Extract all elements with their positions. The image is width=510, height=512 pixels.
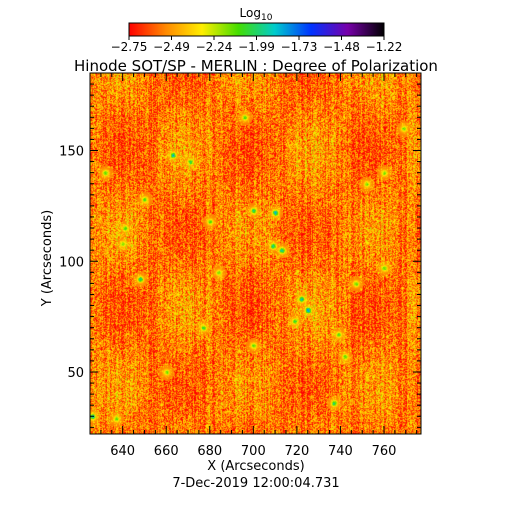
x-tick-label: 740 [328, 444, 353, 459]
colorbar-ticks: −2.75 −2.49 −2.24 −1.99 −1.73 −1.48 −1.22 [111, 36, 403, 54]
colorbar-tick-label: −2.49 [153, 40, 190, 54]
x-axis-label: X (Arcseconds) [207, 459, 304, 474]
colorbar-tick-label: −2.24 [196, 40, 233, 54]
timestamp: 7-Dec-2019 12:00:04.731 [172, 476, 339, 491]
colorbar-tick-label: −1.48 [323, 40, 360, 54]
x-tick-label: 760 [372, 444, 397, 459]
x-tick-label: 720 [284, 444, 309, 459]
x-tick-label: 700 [241, 444, 266, 459]
x-tick-label: 660 [154, 444, 179, 459]
x-tick-label: 680 [197, 444, 222, 459]
y-axis-label: Y (Arcseconds) [40, 210, 55, 307]
y-tick-label: 150 [59, 145, 84, 160]
colorbar-tick-label: −1.22 [366, 40, 403, 54]
y-axis: 50 100 150 [59, 72, 421, 428]
colorbar-label: Log10 [240, 6, 273, 23]
y-tick-label: 50 [67, 366, 84, 381]
colorbar-tick-label: −2.75 [111, 40, 148, 54]
colorbar-bar [128, 22, 385, 37]
heatmap-image [90, 73, 421, 434]
colorbar-tick-label: −1.73 [281, 40, 318, 54]
plot-frame [89, 72, 422, 435]
chart-title: Hinode SOT/SP - MERLIN : Degree of Polar… [74, 57, 438, 75]
colorbar-gradient [128, 22, 385, 37]
x-tick-label: 640 [110, 444, 135, 459]
plot-area [89, 72, 422, 435]
x-axis: 640 660 680 700 720 740 760 [89, 73, 418, 459]
colorbar: Log10 −2.75 −2.49 −2.24 −1.99 −1.73 −1.48 −1.2… [111, 6, 403, 54]
colorbar-tick-label: −1.99 [238, 40, 275, 54]
y-tick-label: 100 [59, 255, 84, 270]
